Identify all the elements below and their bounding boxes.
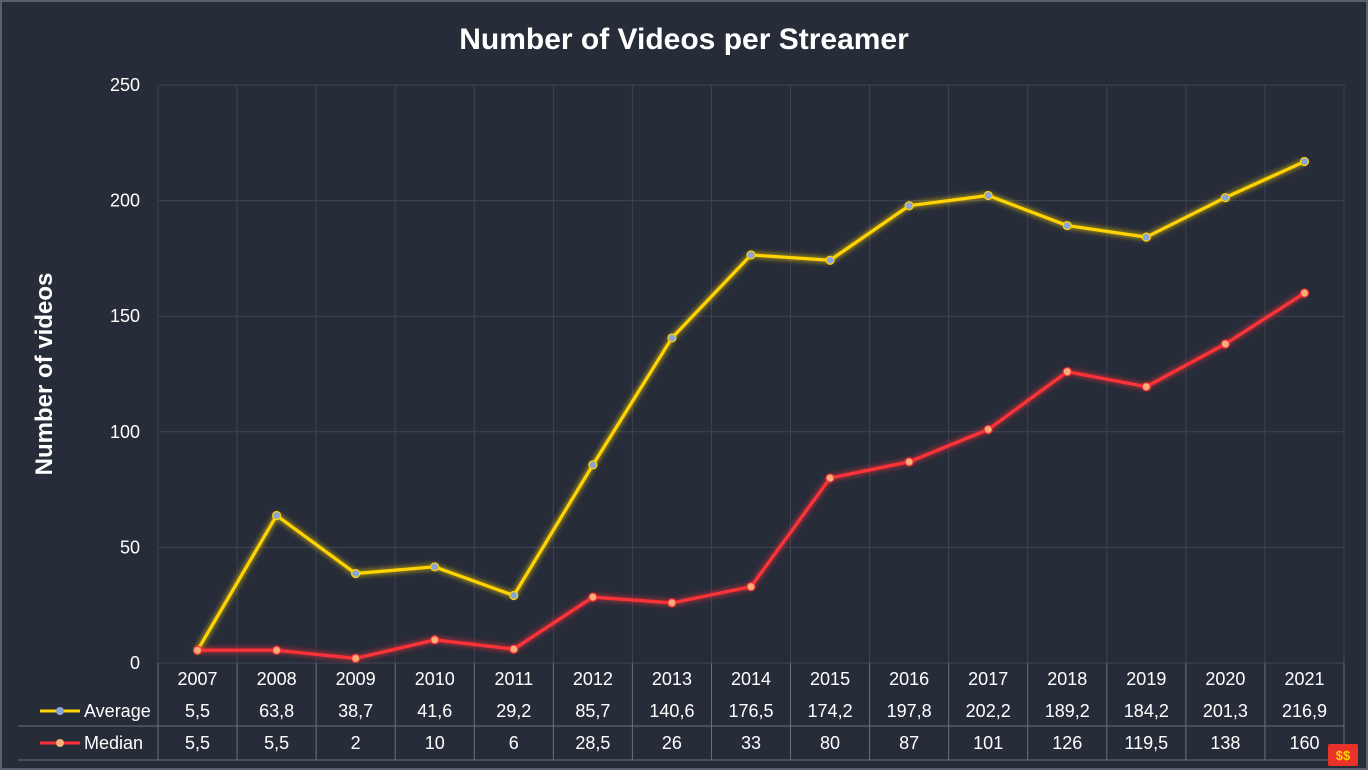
table-cell-average: 174,2 (808, 701, 853, 721)
x-tick-label: 2017 (968, 669, 1008, 689)
table-cell-average: 189,2 (1045, 701, 1090, 721)
y-axis-label: Number of videos (31, 273, 58, 476)
table-cell-median: 2 (351, 733, 361, 753)
data-point-average (272, 510, 282, 521)
data-point-median (825, 473, 835, 483)
x-tick-label: 2009 (336, 669, 376, 689)
data-point-median (430, 635, 440, 645)
x-tick-label: 2007 (178, 669, 218, 689)
data-point-average (1220, 192, 1231, 203)
table-cell-average: 176,5 (728, 701, 773, 721)
y-tick-label: 50 (120, 537, 140, 557)
brand-logo-icon: $$ (1328, 744, 1358, 766)
table-cell-average: 202,2 (966, 701, 1011, 721)
data-point-median (351, 653, 361, 663)
table-cell-median: 119,5 (1124, 733, 1168, 753)
legend-marker-average (56, 707, 64, 715)
table-cell-average: 63,8 (259, 701, 294, 721)
table-cell-median: 101 (973, 733, 1003, 753)
y-tick-label: 0 (130, 653, 140, 673)
table-cell-median: 33 (741, 733, 761, 753)
table-cell-median: 126 (1052, 733, 1082, 753)
legend-label-average: Average (84, 701, 151, 721)
x-tick-label: 2015 (810, 669, 850, 689)
legend-marker-median (56, 739, 64, 747)
y-tick-label: 200 (110, 191, 140, 211)
data-point-median (509, 644, 519, 654)
x-tick-label: 2013 (652, 669, 692, 689)
table-cell-median: 138 (1210, 733, 1240, 753)
data-point-median (1062, 367, 1072, 377)
x-tick-label: 2012 (573, 669, 613, 689)
table-cell-average: 201,3 (1203, 701, 1248, 721)
data-point-median (588, 592, 598, 602)
chart-title: Number of Videos per Streamer (459, 23, 909, 56)
data-point-average (746, 250, 756, 260)
data-point-average (509, 590, 519, 601)
x-tick-label: 2021 (1284, 669, 1324, 689)
table-cell-average: 184,2 (1124, 701, 1169, 721)
table-cell-average: 38,7 (338, 701, 373, 721)
table-cell-median: 28,5 (575, 733, 610, 753)
y-tick-label: 250 (110, 75, 140, 95)
data-point-average (983, 190, 993, 201)
table-cell-average: 29,2 (496, 701, 531, 721)
data-point-median (746, 582, 756, 592)
data-point-median (1220, 339, 1231, 349)
x-tick-label: 2011 (494, 669, 533, 689)
data-point-median (983, 424, 993, 435)
data-point-median (1141, 382, 1151, 392)
table-cell-median: 87 (899, 733, 919, 753)
data-point-median (1299, 288, 1310, 298)
table-cell-median: 5,5 (185, 733, 210, 753)
table-cell-median: 10 (425, 733, 445, 753)
table-cell-median: 26 (662, 733, 682, 753)
x-tick-label: 2014 (731, 669, 771, 689)
data-point-average (667, 333, 677, 343)
data-point-average (825, 255, 835, 265)
table-cell-average: 216,9 (1282, 701, 1327, 721)
data-point-average (1141, 232, 1151, 242)
table-cell-median: 6 (509, 733, 519, 753)
table-cell-average: 85,7 (575, 701, 610, 721)
data-point-median (272, 645, 282, 655)
legend-label-median: Median (84, 733, 143, 753)
data-point-average (904, 201, 914, 211)
table-cell-median: 160 (1289, 733, 1319, 753)
data-point-median (192, 645, 203, 655)
table-cell-median: 80 (820, 733, 840, 753)
x-tick-label: 2008 (257, 669, 297, 689)
y-tick-label: 100 (110, 422, 140, 442)
table-cell-median: 5,5 (264, 733, 289, 753)
data-point-average (430, 562, 440, 572)
table-cell-average: 197,8 (887, 701, 932, 721)
x-tick-label: 2010 (415, 669, 455, 689)
x-tick-label: 2020 (1205, 669, 1245, 689)
table-cell-average: 5,5 (185, 701, 210, 721)
data-point-median (904, 457, 914, 467)
data-table: 2007 2008 2009 2010 2011 2012 2013 2014 2015 2016… (18, 663, 1345, 761)
x-tick-label: 2016 (889, 669, 929, 689)
svg-text:$$: $$ (1336, 748, 1351, 763)
table-cell-average: 41,6 (417, 701, 452, 721)
y-axis-ticks: 0 50 100 150 200 250 (110, 75, 140, 673)
data-point-average (351, 568, 361, 579)
series-layer (192, 156, 1310, 663)
x-tick-label: 2018 (1047, 669, 1087, 689)
y-tick-label: 150 (110, 306, 140, 326)
x-tick-label: 2019 (1126, 669, 1166, 689)
data-point-average (1062, 220, 1072, 231)
data-point-average (588, 460, 598, 470)
data-point-average (1299, 156, 1310, 167)
table-cell-average: 140,6 (649, 701, 694, 721)
data-point-median (667, 598, 677, 608)
grid (157, 84, 1345, 664)
